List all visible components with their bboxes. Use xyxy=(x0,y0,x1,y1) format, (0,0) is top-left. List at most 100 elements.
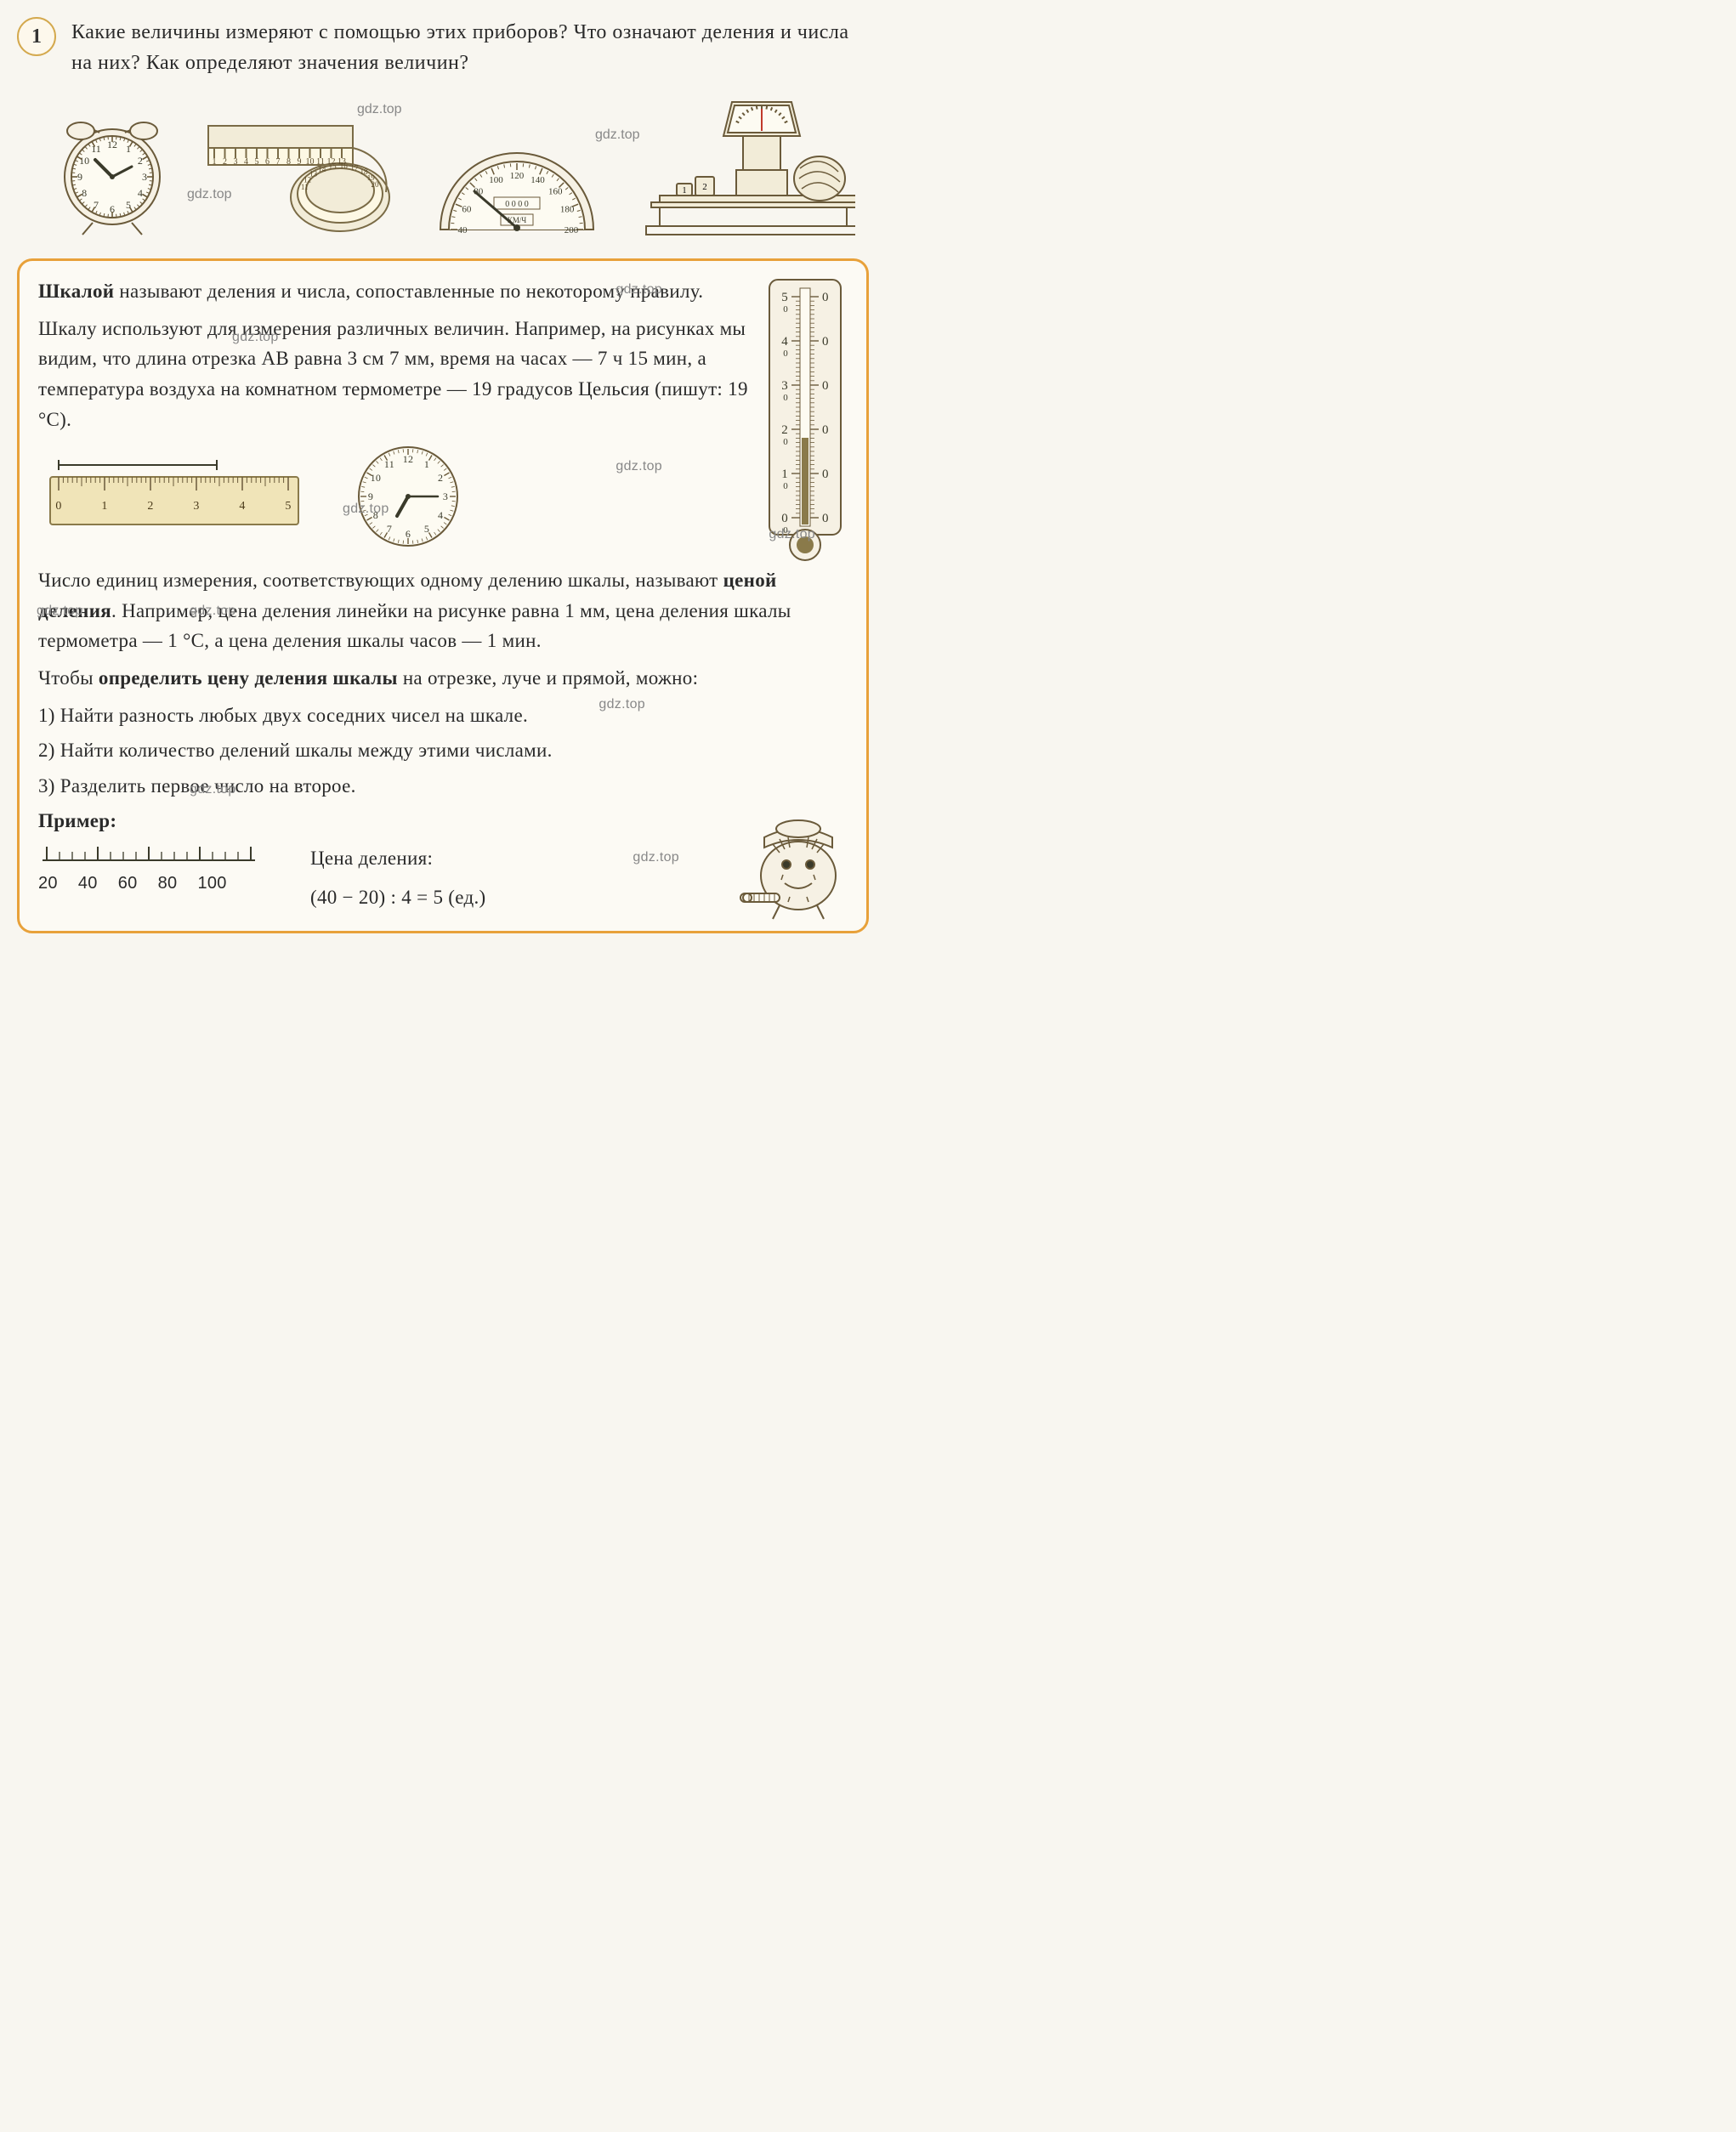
svg-text:5: 5 xyxy=(254,157,258,167)
svg-text:1: 1 xyxy=(212,157,216,167)
svg-text:17: 17 xyxy=(350,163,359,172)
scale-label: 100 xyxy=(197,870,226,897)
svg-text:14: 14 xyxy=(318,165,326,173)
task-question-text: Какие величины измеряют с помощью этих п… xyxy=(71,17,869,78)
weight-label-1: 1 xyxy=(682,186,686,196)
svg-text:8: 8 xyxy=(373,509,378,521)
svg-text:10: 10 xyxy=(305,157,314,167)
step-2: 2) Найти количество делений шкалы между … xyxy=(38,735,848,766)
svg-text:0: 0 xyxy=(822,423,829,437)
svg-text:1: 1 xyxy=(101,500,107,513)
svg-text:0: 0 xyxy=(822,468,829,481)
price-label: Цена деления: xyxy=(310,843,485,874)
thermometer-illustration: 504030201000 000000 xyxy=(763,276,848,565)
svg-text:5: 5 xyxy=(285,500,291,513)
small-clock-illustration: 121234567891011 xyxy=(353,441,463,552)
p4a: Чтобы xyxy=(38,667,99,689)
svg-text:2: 2 xyxy=(438,472,443,484)
example-label: Пример: xyxy=(38,806,848,836)
svg-text:15: 15 xyxy=(328,162,337,171)
svg-text:2: 2 xyxy=(147,500,153,513)
svg-text:3: 3 xyxy=(233,157,237,167)
steps-list: 1) Найти разность любых двух соседних чи… xyxy=(38,700,848,802)
svg-text:60: 60 xyxy=(462,205,472,215)
svg-text:2: 2 xyxy=(781,423,788,437)
svg-text:0: 0 xyxy=(783,481,788,491)
svg-text:2: 2 xyxy=(223,157,227,167)
weighing-scales-illustration: 1 2 xyxy=(634,94,855,238)
svg-text:4: 4 xyxy=(244,157,248,167)
svg-text:0: 0 xyxy=(822,512,829,525)
svg-text:180: 180 xyxy=(559,205,574,215)
svg-text:0: 0 xyxy=(822,291,829,304)
svg-text:100: 100 xyxy=(489,175,503,185)
svg-text:9: 9 xyxy=(297,157,301,167)
svg-text:20: 20 xyxy=(371,180,379,189)
svg-text:3: 3 xyxy=(142,171,147,183)
svg-text:0: 0 xyxy=(781,512,788,525)
svg-text:120: 120 xyxy=(509,171,524,181)
term-shkala: Шкалой xyxy=(38,281,114,302)
alarm-clock-illustration: 121234567891011 xyxy=(48,111,176,238)
svg-text:0: 0 xyxy=(822,379,829,393)
p4b: на отрезке, луче и прямой, можно: xyxy=(398,667,699,689)
mascot-illustration xyxy=(739,795,858,922)
svg-text:5: 5 xyxy=(781,291,788,304)
def-p4: Чтобы определить цену деления шкалы на о… xyxy=(38,663,848,694)
speedometer-illustration: 406080100120140160180200 0 0 0 0 КМ/Ч xyxy=(428,119,606,238)
odometer-text: 0 0 0 0 xyxy=(505,200,529,209)
measuring-tape-illustration: 12345678910111213 11121314151617181920 xyxy=(204,119,400,238)
svg-text:7: 7 xyxy=(275,157,280,167)
svg-text:6: 6 xyxy=(406,528,411,540)
task-number-badge: 1 xyxy=(17,17,56,56)
svg-text:0: 0 xyxy=(783,304,788,315)
task-block: 1 Какие величины измеряют с помощью этих… xyxy=(17,17,869,78)
definition-box: Шкалой называют деления и числа, сопоста… xyxy=(17,258,869,933)
svg-text:140: 140 xyxy=(530,175,545,185)
svg-text:0: 0 xyxy=(822,335,829,349)
svg-text:9: 9 xyxy=(77,171,82,183)
svg-text:0: 0 xyxy=(783,393,788,403)
svg-text:160: 160 xyxy=(548,187,563,197)
def-p3: Число единиц измерения, соответствующих … xyxy=(38,565,848,656)
svg-text:7: 7 xyxy=(387,523,392,535)
scale-label: 20 xyxy=(38,870,58,897)
svg-text:4: 4 xyxy=(239,500,245,513)
svg-text:0: 0 xyxy=(783,349,788,359)
svg-text:10: 10 xyxy=(371,472,382,484)
svg-text:3: 3 xyxy=(443,490,448,502)
svg-text:8: 8 xyxy=(286,157,291,167)
svg-text:1: 1 xyxy=(424,458,429,470)
weight-label-2: 2 xyxy=(702,182,707,192)
p3a: Число единиц измерения, соответствующих … xyxy=(38,570,723,591)
svg-text:16: 16 xyxy=(339,162,348,170)
def-p2: Шкалу используют для измерения различных… xyxy=(38,314,749,435)
svg-text:9: 9 xyxy=(368,490,373,502)
scale-label: 60 xyxy=(118,870,138,897)
svg-text:0: 0 xyxy=(55,500,61,513)
svg-text:4: 4 xyxy=(781,335,788,349)
svg-text:2: 2 xyxy=(137,155,142,167)
svg-text:12: 12 xyxy=(403,453,414,465)
svg-text:4: 4 xyxy=(438,509,443,521)
svg-text:13: 13 xyxy=(309,169,318,178)
svg-text:8: 8 xyxy=(82,187,87,199)
watermark: gdz.top xyxy=(357,102,401,117)
svg-text:200: 200 xyxy=(564,225,578,235)
def-p1-rest: называют деления и числа, сопоставленные… xyxy=(114,281,703,302)
p3b: . Например, цена деления линейки на рису… xyxy=(38,600,791,652)
scale-label: 80 xyxy=(158,870,178,897)
instruments-row: 121234567891011 12345678910111213 111213… xyxy=(17,94,869,238)
svg-text:10: 10 xyxy=(79,155,89,167)
term-determine: определить цену деления шкалы xyxy=(99,667,398,689)
svg-text:0: 0 xyxy=(783,437,788,447)
def-p1: Шкалой называют деления и числа, сопоста… xyxy=(38,276,749,307)
step-3: 3) Разделить первое число на второе. xyxy=(38,771,848,802)
number-line: 20 40 60 80 100 xyxy=(38,843,259,897)
svg-text:0: 0 xyxy=(783,525,788,536)
ruler-illustration: 0 1 2 3 4 5 xyxy=(47,458,302,535)
svg-text:40: 40 xyxy=(457,225,468,235)
scale-label: 40 xyxy=(78,870,98,897)
svg-text:3: 3 xyxy=(193,500,199,513)
svg-text:1: 1 xyxy=(781,468,788,481)
